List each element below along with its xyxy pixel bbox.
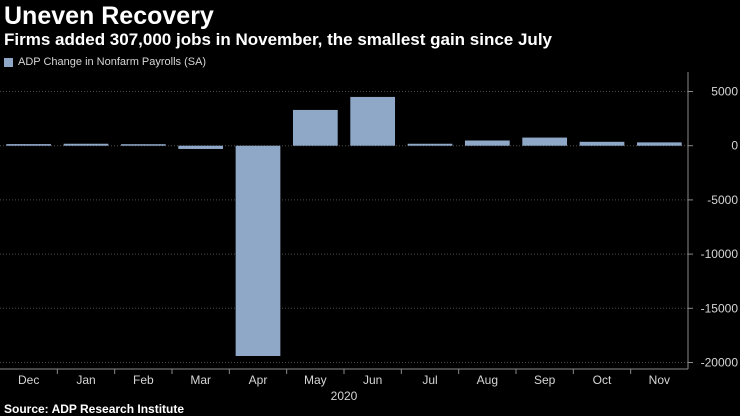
bar: [120, 144, 166, 146]
chart-title: Uneven Recovery: [4, 2, 214, 30]
x-tick-label: Apr: [249, 373, 268, 387]
y-tick-label: -20000: [701, 355, 739, 369]
x-tick-label: May: [304, 373, 327, 387]
bar: [178, 145, 224, 149]
legend-swatch: [4, 57, 13, 67]
x-tick-label: Dec: [18, 373, 39, 387]
y-tick-label: -15000: [701, 301, 739, 315]
source-note: Source: ADP Research Institute: [4, 402, 185, 416]
bar: [292, 109, 338, 146]
x-tick-label: Jan: [76, 373, 95, 387]
bar: [522, 137, 568, 146]
x-tick-label: Nov: [649, 373, 670, 387]
legend-label: ADP Change in Nonfarm Payrolls (SA): [18, 56, 207, 68]
x-tick-label: Feb: [133, 373, 154, 387]
x-tick-label: Sep: [534, 373, 556, 387]
bar: [579, 141, 625, 146]
bar: [464, 140, 510, 146]
bar: [636, 142, 682, 146]
x-tick-label: Jul: [422, 373, 437, 387]
bar: [6, 144, 52, 146]
legend: ADP Change in Nonfarm Payrolls (SA): [4, 56, 206, 68]
bar: [350, 96, 396, 146]
bar: [63, 143, 109, 146]
y-tick-label: -10000: [701, 247, 739, 261]
bar: [235, 145, 281, 356]
x-tick-label: Aug: [477, 373, 498, 387]
x-year-label: 2020: [331, 389, 358, 403]
y-tick-label: -5000: [707, 193, 738, 207]
y-tick-label: 5000: [711, 85, 738, 99]
x-tick-label: Mar: [190, 373, 211, 387]
y-tick-label: 0: [731, 139, 738, 153]
x-tick-label: Oct: [593, 373, 612, 387]
x-tick-label: Jun: [363, 373, 382, 387]
chart-subtitle: Firms added 307,000 jobs in November, th…: [4, 30, 552, 49]
bar: [407, 143, 453, 146]
